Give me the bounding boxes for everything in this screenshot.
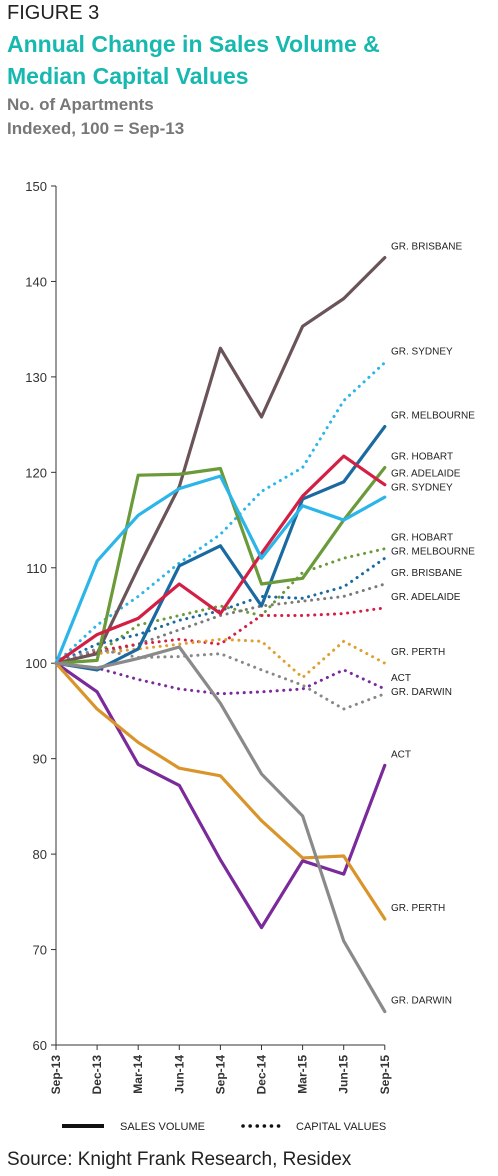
series-line [54,661,387,930]
line-chart: 60 70 80 90 100 110 120 130 140 150 Sep-13 Dec-13 Ma… [25,179,475,1133]
series-line [54,361,387,665]
y-tick-label: 80 [33,847,47,862]
series-line [54,556,387,665]
x-tick-label: Sep-13 [49,1055,63,1095]
legend-label: SALES VOLUME [120,1121,205,1133]
series-line [54,647,387,711]
series-end-label: GR. ADELAIDE [391,469,461,480]
y-tick-label: 110 [26,561,47,576]
series-line [54,454,387,665]
series-end-label: ACT [391,749,411,760]
x-tick-label: Dec-14 [255,1055,269,1095]
series-line [54,645,387,1014]
series-end-label: GR. HOBART [391,533,453,544]
series-end-label: GR. MELBOURNE [391,411,475,422]
x-tick-label: Sep-15 [378,1055,392,1095]
series-line [54,547,387,665]
series-end-label: GR. DARWIN [391,687,452,698]
series-end-label: GR. HOBART [391,452,453,463]
x-tick-label: Mar-14 [131,1055,145,1094]
x-tick-label: Jun-14 [172,1055,186,1094]
series-end-label: GR. BRISBANE [391,242,462,253]
series-line [54,637,387,680]
series-line [54,424,387,672]
series-end-label: GR. MELBOURNE [391,547,475,558]
x-tick-label: Sep-14 [213,1055,227,1095]
series-line [54,661,387,921]
series-end-label: GR. BRISBANE [391,568,462,579]
subtitle-line-1: No. of Apartments [7,95,154,114]
chart-title: Annual Change in Sales Volume & Median C… [7,28,487,92]
source-note: Source: Knight Frank Research, Residex [7,1149,352,1170]
series-end-label: GR. PERTH [391,903,445,914]
series-line [54,255,387,665]
y-tick-label: 100 [25,656,47,671]
series-end-label: GR. ADELAIDE [391,592,461,603]
y-tick-label: 120 [25,465,47,480]
y-tick-label: 140 [25,274,47,289]
y-tick-label: 130 [25,370,47,385]
series-line [54,474,387,665]
series-end-label: GR. SYDNEY [391,347,453,358]
x-tick-label: Mar-15 [296,1055,310,1094]
x-tick-label: Dec-13 [90,1055,104,1095]
y-tick-label: 60 [33,1038,47,1053]
series-end-label: GR. PERTH [391,647,445,658]
y-tick-label: 150 [25,179,47,194]
figure-label: FIGURE 3 [7,2,100,24]
legend-label: CAPITAL VALUES [296,1121,386,1133]
series-end-label: ACT [391,673,411,684]
x-tick-label: Jun-15 [337,1055,351,1094]
title-line-1: Annual Change in Sales Volume & [7,31,380,57]
series-line [54,582,387,665]
series-line [54,661,387,696]
series-line [54,465,387,665]
subtitle-line-2: Indexed, 100 = Sep-13 [7,119,185,138]
series-end-label: GR. DARWIN [391,996,452,1007]
y-tick-label: 90 [33,752,47,767]
y-tick-label: 70 [33,943,47,958]
title-line-2: Median Capital Values [7,63,249,89]
series-end-label: GR. SYDNEY [391,483,453,494]
